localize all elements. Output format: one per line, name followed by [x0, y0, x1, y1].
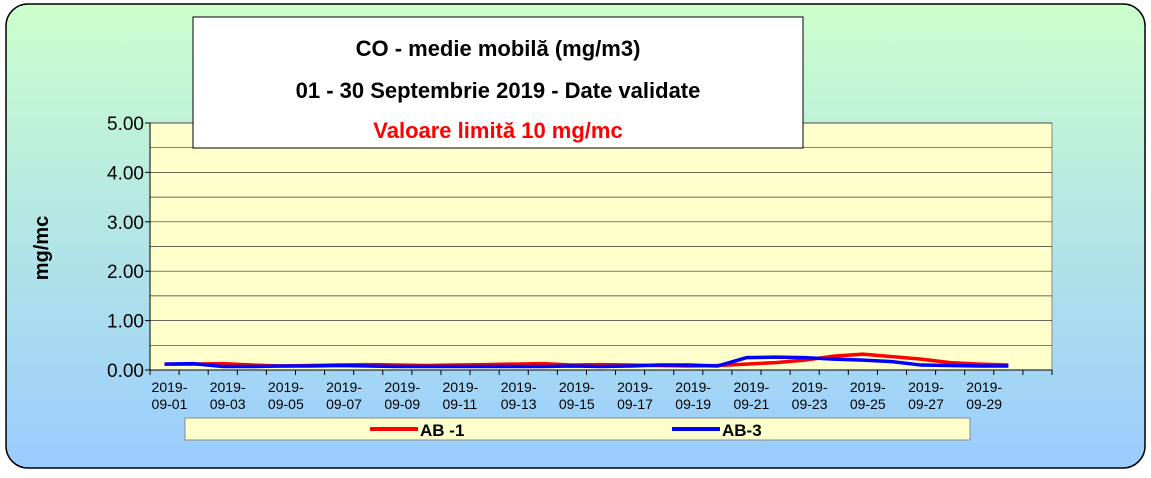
x-tick-label: 2019-09-25: [850, 379, 886, 412]
legend-label: AB-3: [722, 421, 762, 440]
x-tick-label: 2019-09-27: [908, 379, 944, 412]
x-tick-label: 2019-09-19: [675, 379, 711, 412]
y-tick-label: 5.00: [107, 114, 144, 135]
title-box: [192, 16, 804, 149]
chart-subtitle: 01 - 30 Septembrie 2019 - Date validate: [296, 78, 701, 103]
x-tick-label: 2019-09-09: [384, 379, 420, 412]
x-tick-label: 2019-09-21: [733, 379, 769, 412]
x-tick-label: 2019-09-13: [501, 379, 537, 412]
x-tick-label: 2019-09-05: [268, 379, 304, 412]
x-tick-label: 2019-09-01: [152, 379, 188, 412]
series-line: [164, 355, 1009, 369]
legend-label: AB -1: [420, 421, 464, 440]
x-tick-label: 2019-09-23: [792, 379, 828, 412]
y-tick-label: 3.00: [107, 213, 144, 234]
y-tick-label: 2.00: [107, 262, 144, 283]
x-tick-label: 2019-09-03: [210, 379, 246, 412]
x-tick-label: 2019-09-11: [443, 379, 479, 412]
y-tick-label: 1.00: [107, 312, 144, 333]
limit-note: Valoare limită 10 mg/mc: [373, 118, 622, 143]
x-tick-label: 2019-09-15: [559, 379, 595, 412]
legend-box: [184, 417, 971, 441]
y-axis-label: mg/mc: [31, 216, 53, 280]
chart-title: CO - medie mobilă (mg/m3): [356, 36, 641, 61]
x-tick-label: 2019-09-29: [966, 379, 1002, 412]
y-tick-label: 0.00: [107, 361, 144, 382]
x-tick-label: 2019-09-07: [326, 379, 362, 412]
x-tick-label: 2019-09-17: [617, 379, 653, 412]
y-tick-label: 4.00: [107, 163, 144, 184]
